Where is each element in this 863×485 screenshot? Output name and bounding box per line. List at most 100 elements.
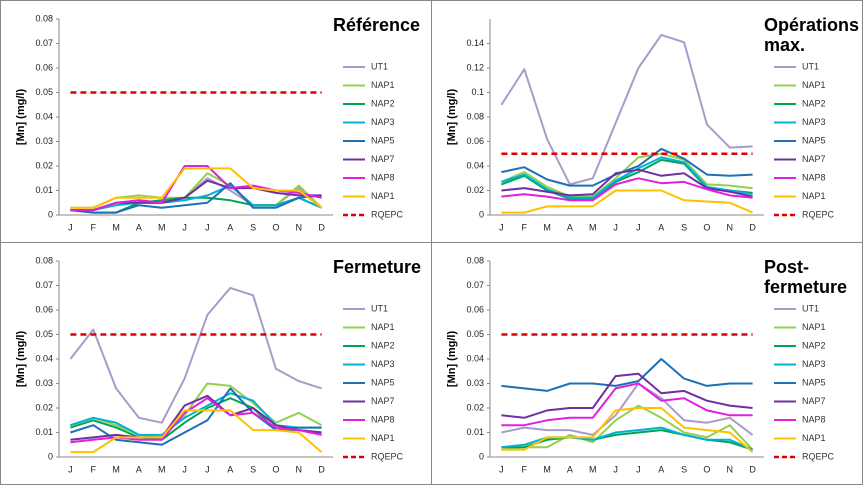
y-tick-label: 0.06 [466, 304, 484, 314]
y-tick-label: 0.03 [35, 136, 53, 146]
y-tick-label: 0.01 [35, 427, 53, 437]
y-tick-label: 0 [479, 209, 484, 219]
x-tick-label: O [272, 464, 279, 474]
y-tick-label: 0.07 [35, 38, 53, 48]
chart-title: Post-fermeture [764, 257, 848, 297]
y-tick-label: 0 [48, 209, 53, 219]
x-tick-label: J [499, 222, 504, 232]
x-tick-label: A [658, 464, 664, 474]
x-tick-label: D [318, 464, 325, 474]
x-tick-label: J [205, 222, 210, 232]
x-tick-label: J [68, 464, 73, 474]
x-tick-label: F [522, 222, 528, 232]
y-axis-label: [Mn] (mg/l) [446, 89, 458, 146]
x-tick-label: J [636, 222, 641, 232]
y-tick-label: 0.06 [35, 62, 53, 72]
y-tick-label: 0.08 [35, 13, 53, 23]
y-axis-label: [Mn] (mg/l) [15, 331, 27, 388]
x-tick-label: J [636, 464, 641, 474]
x-tick-label: J [613, 222, 618, 232]
x-tick-label: A [227, 464, 233, 474]
panel: [Mn] (mg/l) 0 0.01 0.02 0.03 0.04 0.05 0.06 0.07… [432, 243, 862, 484]
legend-label: NAP8 [371, 414, 395, 424]
x-tick-label: F [91, 222, 97, 232]
x-tick-label: S [681, 464, 687, 474]
x-tick-label: J [182, 222, 187, 232]
series-line [501, 168, 753, 198]
x-tick-label: D [749, 222, 756, 232]
legend-label: NAP8 [802, 414, 826, 424]
chart-title: Opérations max. [764, 15, 860, 55]
legend-label: UT1 [371, 61, 388, 71]
x-tick-label: M [112, 464, 120, 474]
y-tick-label: 0.06 [466, 136, 484, 146]
y-tick-label: 0.08 [466, 111, 484, 121]
y-tick-label: 0.03 [466, 378, 484, 388]
series-line [70, 167, 323, 209]
x-tick-label: S [250, 464, 256, 474]
legend-label: NAP3 [802, 117, 826, 127]
y-tick-label: 0.05 [35, 329, 53, 339]
series-line [70, 184, 322, 212]
x-tick-label: J [613, 464, 618, 474]
chart: [Mn] (mg/l) 0 0.02 0.04 0.06 0.08 0.1 0.12 0.14 J… [446, 19, 835, 232]
y-tick-label: 0.08 [466, 255, 484, 265]
y-axis-label: [Mn] (mg/l) [446, 331, 458, 388]
x-tick-label: N [296, 464, 303, 474]
x-tick-label: O [703, 222, 710, 232]
legend-label: NAP7 [371, 154, 395, 164]
legend-label: NAP1 [802, 322, 826, 332]
x-tick-label: M [158, 222, 166, 232]
series-line [70, 394, 322, 441]
y-tick-label: 0.1 [471, 87, 484, 97]
y-tick-label: 0.04 [466, 353, 484, 363]
series-line [501, 358, 753, 392]
series-line [501, 382, 754, 436]
panel: [Mn] (mg/l) 0 0.01 0.02 0.03 0.04 0.05 0.06 0.07… [1, 243, 432, 484]
legend-label: UT1 [802, 303, 819, 313]
legend-label: NAP1 [371, 80, 395, 90]
legend-label: NAP1 [802, 191, 826, 201]
y-axis-label: [Mn] (mg/l) [15, 89, 27, 146]
y-tick-label: 0.06 [35, 304, 53, 314]
y-tick-label: 0.02 [35, 402, 53, 412]
x-tick-label: O [272, 222, 279, 232]
legend-label: RQEPC [371, 451, 404, 461]
y-tick-label: 0.05 [35, 87, 53, 97]
series-line [501, 404, 754, 451]
series-line [501, 189, 753, 214]
legend-label: NAP2 [371, 98, 395, 108]
x-tick-label: N [727, 222, 734, 232]
series-line [70, 409, 323, 454]
y-tick-label: 0.08 [35, 255, 53, 265]
chart: [Mn] (mg/l) 0 0.01 0.02 0.03 0.04 0.05 0.06 0.07… [15, 255, 404, 474]
series-line [500, 33, 753, 186]
legend-label: NAP1 [802, 80, 826, 90]
legend-label: RQEPC [802, 451, 835, 461]
x-tick-label: A [658, 222, 664, 232]
legend-label: RQEPC [802, 209, 835, 219]
series-line [69, 286, 322, 424]
x-tick-label: F [91, 464, 97, 474]
y-tick-label: 0.02 [35, 160, 53, 170]
x-tick-label: M [543, 222, 551, 232]
x-tick-label: J [205, 464, 210, 474]
x-tick-label: F [522, 464, 528, 474]
legend-label: NAP1 [371, 322, 395, 332]
y-tick-label: 0.02 [466, 185, 484, 195]
x-tick-label: S [681, 222, 687, 232]
x-tick-label: A [567, 464, 573, 474]
series-line [501, 158, 753, 201]
legend-label: NAP7 [802, 154, 826, 164]
x-tick-label: A [136, 222, 142, 232]
y-tick-label: 0.05 [466, 329, 484, 339]
x-tick-label: A [567, 222, 573, 232]
y-tick-label: 0 [479, 451, 484, 461]
legend-label: NAP1 [371, 433, 395, 443]
x-tick-label: A [227, 222, 233, 232]
chart-title: Référence [333, 15, 421, 35]
x-tick-label: N [296, 222, 303, 232]
y-tick-label: 0.07 [466, 280, 484, 290]
x-tick-label: O [703, 464, 710, 474]
